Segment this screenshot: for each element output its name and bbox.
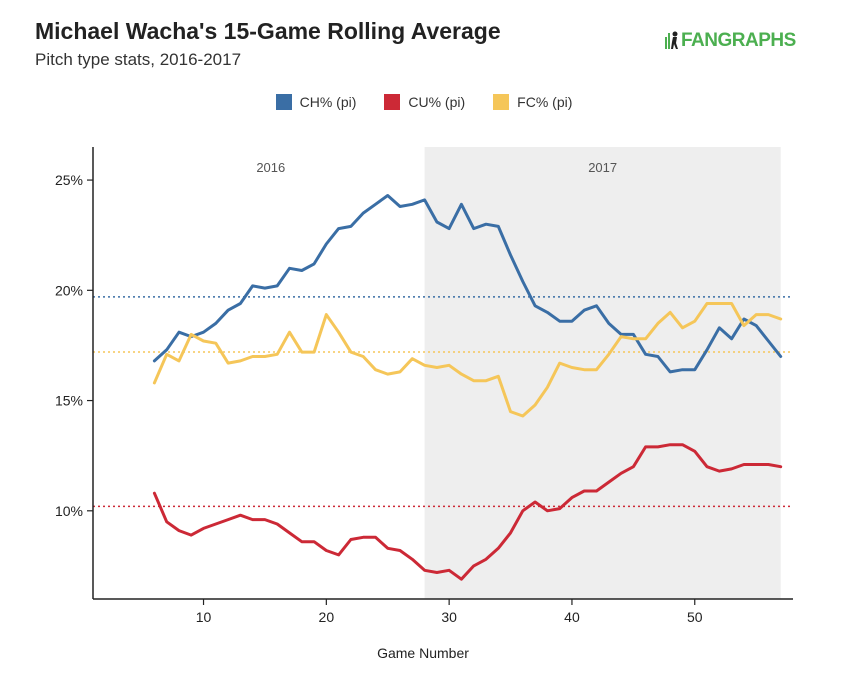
- region-2017: [424, 147, 781, 599]
- legend-label: FC% (pi): [517, 94, 573, 110]
- legend-item-cu: CU% (pi): [384, 94, 465, 110]
- legend-item-ch: CH% (pi): [275, 94, 357, 110]
- legend-item-fc: FC% (pi): [493, 94, 572, 110]
- series-line-fc: [152, 302, 783, 418]
- legend-label: CH% (pi): [299, 94, 357, 110]
- x-tick-label: 30: [441, 609, 457, 625]
- y-tick-label: 15%: [55, 393, 83, 409]
- x-tick-label: 20: [319, 609, 335, 625]
- fangraphs-logo-icon: [665, 31, 678, 49]
- brand-text: FANGRAPHS: [681, 30, 796, 51]
- fangraphs-logo: FANGRAPHS: [665, 30, 796, 52]
- x-tick-label: 10: [196, 609, 212, 625]
- x-axis-title: Game Number: [377, 645, 469, 661]
- chart-legend: CH% (pi) CU% (pi) FC% (pi): [0, 94, 848, 110]
- region-label-2017: 2017: [588, 160, 617, 175]
- y-tick-label: 25%: [55, 172, 83, 188]
- y-tick-label: 10%: [55, 503, 83, 519]
- chart-title: Michael Wacha's 15-Game Rolling Average: [35, 18, 501, 44]
- series-line-cu: [152, 443, 783, 581]
- chart-subtitle: Pitch type stats, 2016-2017: [35, 50, 242, 69]
- legend-label: CU% (pi): [408, 94, 466, 110]
- series-line-ch: [152, 194, 783, 374]
- region-label-2016: 2016: [256, 160, 285, 175]
- x-tick-label: 40: [564, 609, 580, 625]
- legend-swatch: [384, 94, 401, 110]
- legend-swatch: [493, 94, 510, 110]
- x-tick-label: 50: [687, 609, 703, 625]
- legend-swatch: [275, 94, 292, 110]
- y-tick-label: 20%: [55, 282, 83, 298]
